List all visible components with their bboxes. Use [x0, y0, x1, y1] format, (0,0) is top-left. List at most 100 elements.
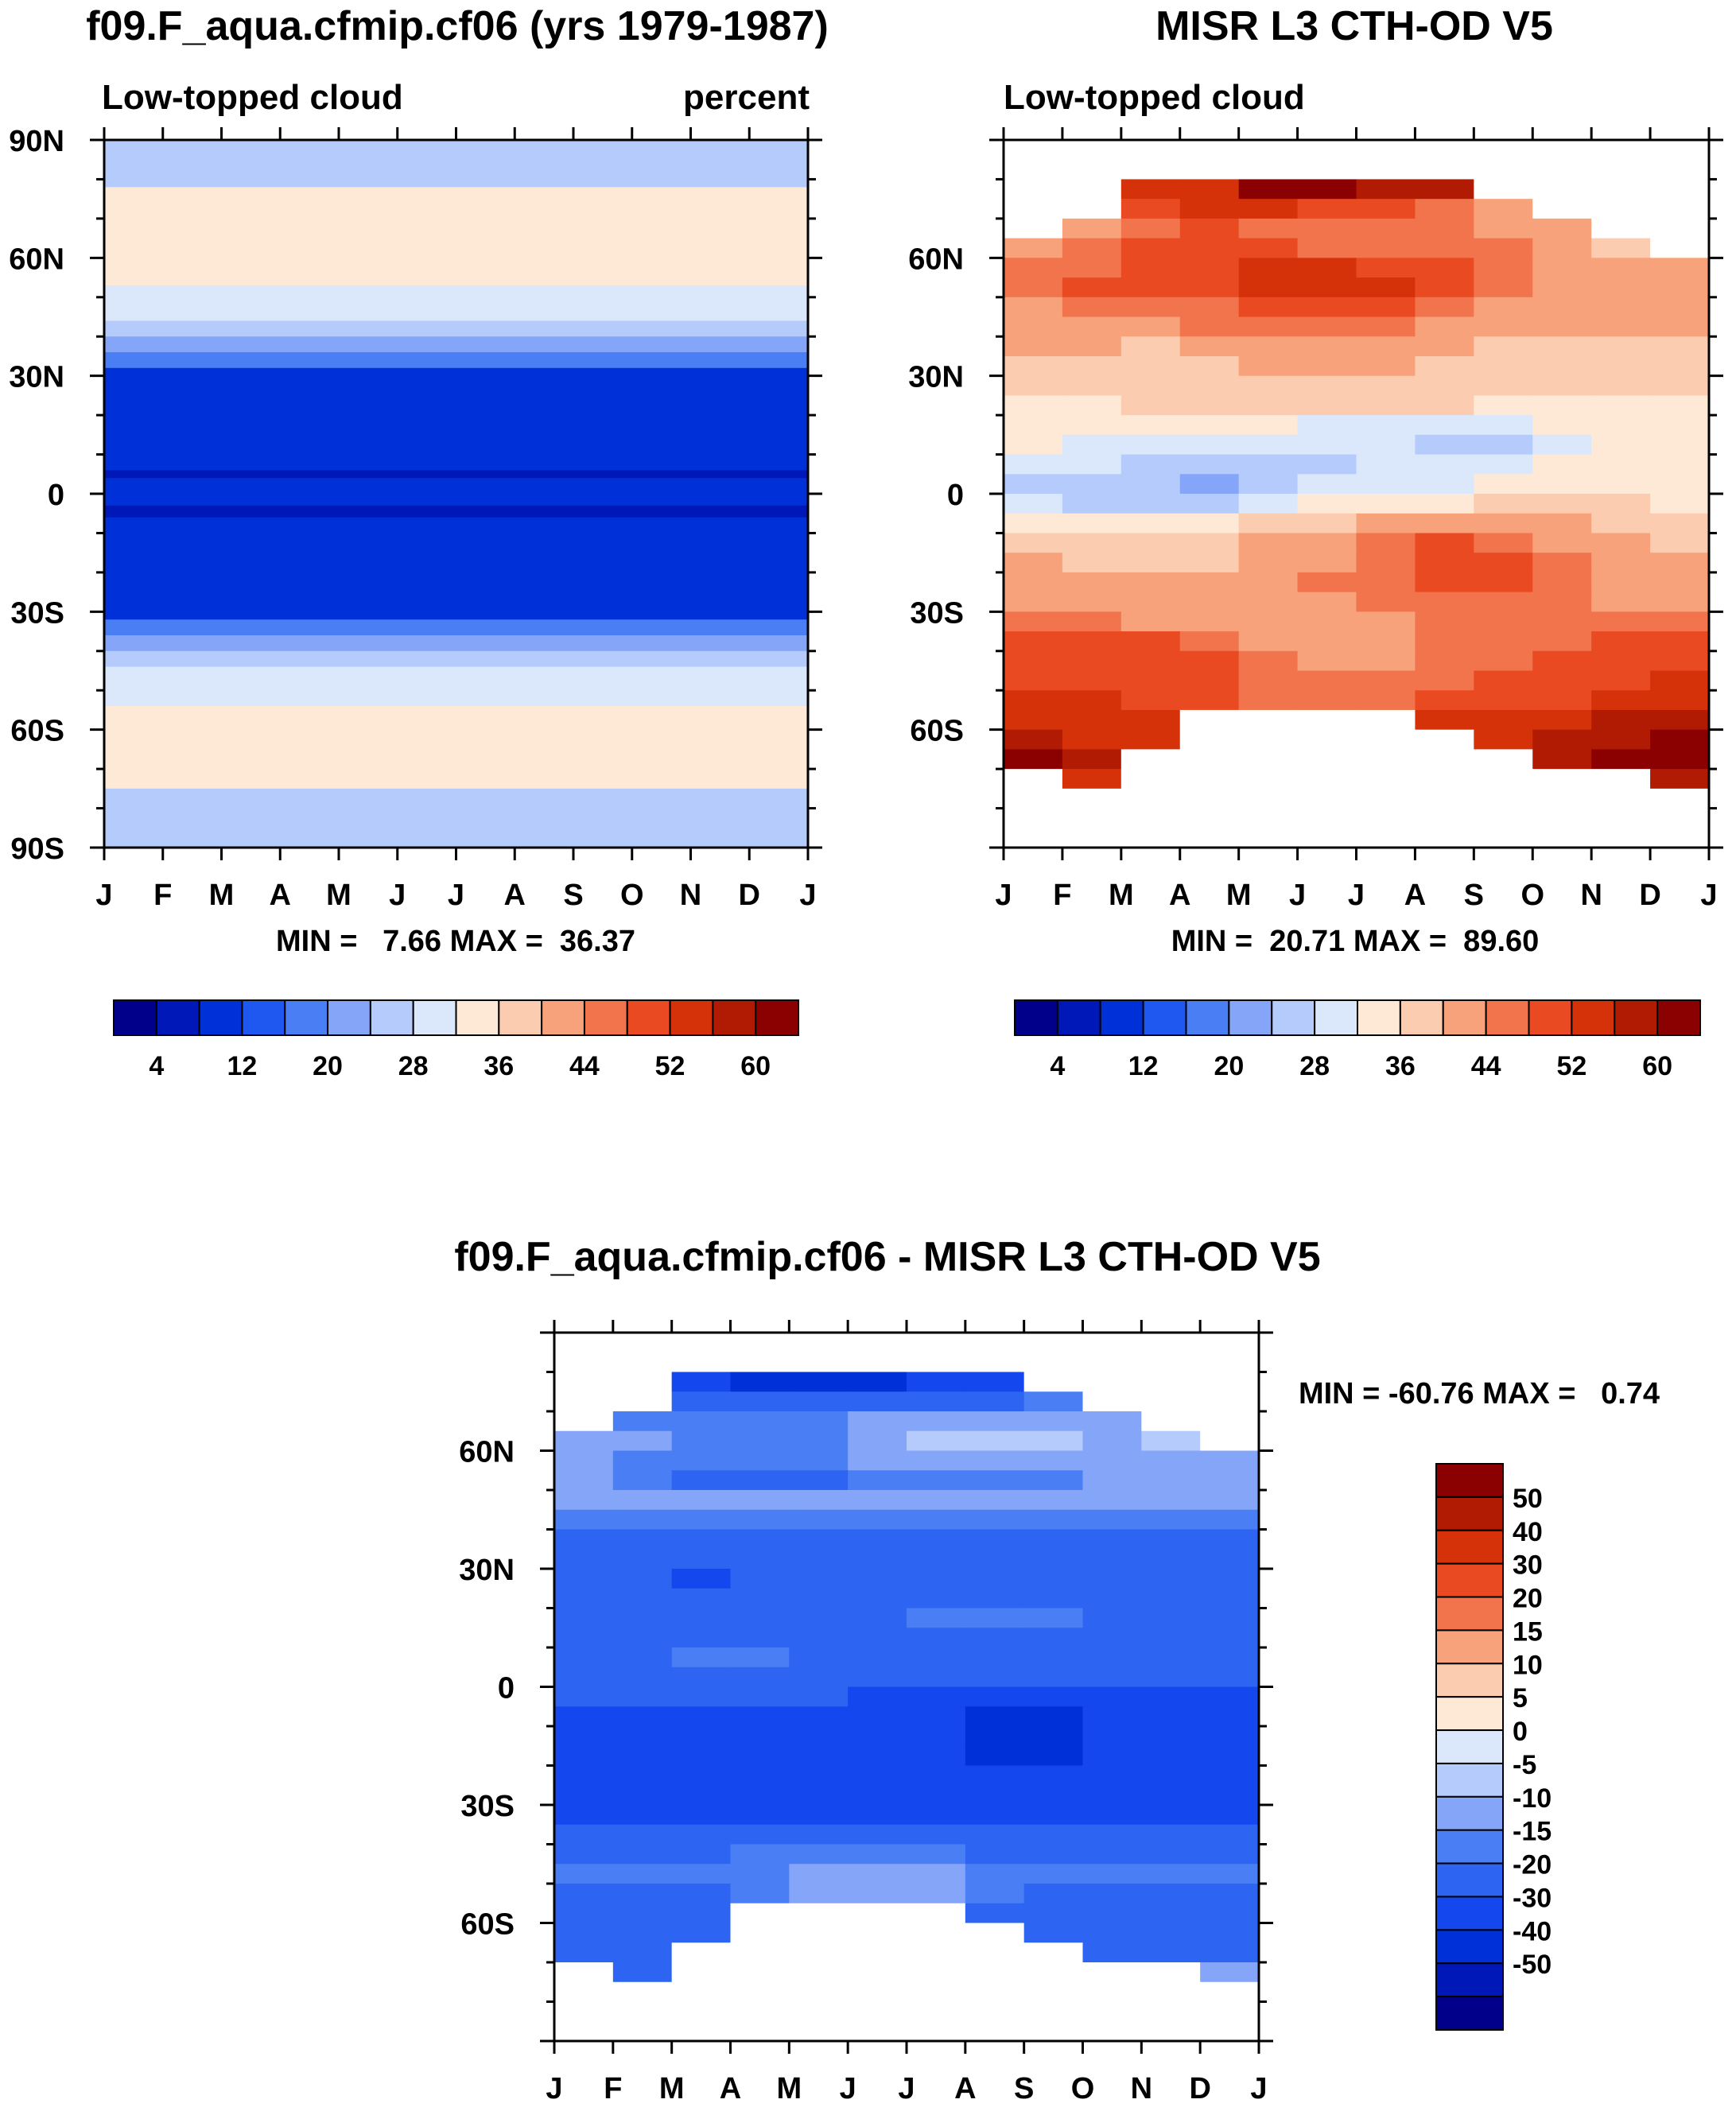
diff-heatmap-cell — [671, 1785, 732, 1806]
diff-heatmap-cell — [1023, 1490, 1084, 1511]
obs-x-tick-label: S — [1464, 879, 1484, 912]
obs-heatmap-cell — [1297, 670, 1357, 691]
diff-heatmap-cell — [848, 1608, 907, 1628]
obs-heatmap-cell — [1004, 355, 1063, 377]
model-colorbar-label: 52 — [655, 1051, 685, 1081]
obs-heatmap-cell — [1179, 769, 1240, 790]
diff-heatmap-cell — [1141, 1903, 1201, 1924]
obs-heatmap-cell — [1532, 690, 1592, 711]
diff-heatmap-cell — [671, 1824, 732, 1845]
obs-heatmap-cell — [1238, 690, 1299, 711]
diff-heatmap-cell — [1200, 1667, 1260, 1688]
obs-heatmap-cell — [1062, 238, 1122, 258]
diff-heatmap-cell — [848, 1509, 907, 1531]
obs-x-tick-label: D — [1639, 879, 1660, 912]
obs-heatmap-cell — [1591, 631, 1651, 652]
diff-heatmap-cell — [554, 1647, 614, 1668]
obs-heatmap-cell — [1650, 474, 1710, 495]
model-heatmap-band — [104, 367, 808, 471]
obs-heatmap-cell — [1356, 709, 1416, 731]
model-x-tick-label: N — [680, 879, 701, 912]
obs-heatmap-cell — [1532, 729, 1592, 750]
diff-heatmap-cell — [1082, 1745, 1142, 1767]
obs-heatmap-cell — [1356, 277, 1416, 298]
obs-heatmap-cell — [1179, 277, 1240, 298]
obs-heatmap-cell — [1474, 395, 1533, 416]
obs-heatmap-cell — [1474, 533, 1533, 553]
diff-heatmap-cell — [1141, 1411, 1201, 1432]
diff-heatmap-cell — [1200, 1765, 1260, 1786]
obs-heatmap-cell — [1591, 572, 1651, 593]
obs-heatmap-cell — [1415, 572, 1474, 593]
diff-heatmap-cell — [965, 1726, 1025, 1747]
model-colorbar-box — [412, 999, 457, 1036]
diff-heatmap-cell — [789, 1667, 849, 1688]
diff-heatmap-cell — [965, 1745, 1025, 1767]
diff-heatmap-cell — [848, 1549, 907, 1570]
diff-heatmap-cell — [1200, 1726, 1260, 1747]
obs-heatmap-cell — [1120, 355, 1181, 377]
obs-heatmap-cell — [1004, 631, 1063, 652]
model-heatmap-band — [104, 336, 808, 353]
diff-heatmap-cell — [965, 1942, 1025, 1963]
diff-heatmap-cell — [612, 1864, 673, 1884]
obs-x-tick-label: M — [1109, 879, 1134, 912]
diff-heatmap-cell — [965, 1903, 1025, 1924]
obs-heatmap-cell — [1591, 238, 1651, 258]
diff-heatmap-cell — [907, 1430, 966, 1452]
diff-colorbar-label: -30 — [1513, 1883, 1552, 1913]
obs-heatmap-cell — [1297, 709, 1357, 731]
obs-heatmap-cell — [1238, 336, 1299, 357]
obs-colorbar-label: 44 — [1471, 1051, 1501, 1081]
diff-heatmap-cell — [789, 1765, 849, 1786]
obs-heatmap-cell — [1238, 494, 1299, 514]
obs-heatmap-cell — [1238, 199, 1299, 219]
obs-heatmap-cell — [1297, 513, 1357, 534]
obs-heatmap-cell — [1415, 316, 1474, 337]
diff-colorbar-box — [1435, 1496, 1504, 1531]
obs-y-tick-label: 60S — [910, 715, 964, 748]
diff-heatmap-cell — [1023, 1549, 1084, 1570]
obs-heatmap-cell — [1179, 611, 1240, 632]
obs-heatmap-cell — [1179, 788, 1240, 809]
diff-heatmap-cell — [671, 1470, 732, 1491]
obs-heatmap-cell — [1532, 670, 1592, 691]
obs-heatmap-cell — [1532, 199, 1592, 219]
diff-heatmap-cell — [848, 1372, 907, 1392]
diff-heatmap-cell — [1023, 1726, 1084, 1747]
model-colorbar-box — [155, 999, 200, 1036]
obs-heatmap-cell — [1004, 454, 1063, 475]
obs-heatmap-cell — [1179, 238, 1240, 258]
diff-heatmap-cell — [907, 1726, 966, 1747]
diff-heatmap-cell — [965, 1844, 1025, 1865]
obs-heatmap-cell — [1532, 336, 1592, 357]
diff-heatmap-cell — [730, 1706, 790, 1727]
model-y-tick-label: 60S — [10, 715, 64, 748]
obs-heatmap-cell — [1356, 788, 1416, 809]
obs-heatmap-cell — [1238, 709, 1299, 731]
obs-heatmap-cell — [1474, 513, 1533, 534]
obs-heatmap-cell — [1062, 690, 1122, 711]
obs-heatmap-cell — [1238, 238, 1299, 258]
model-y-tick-label: 30S — [10, 596, 64, 630]
model-y-tick-label: 30N — [9, 361, 64, 394]
obs-heatmap-cell — [1474, 415, 1533, 436]
model-colorbar-box — [241, 999, 286, 1036]
obs-heatmap-cell — [1474, 355, 1533, 377]
diff-colorbar-box — [1435, 1762, 1504, 1798]
obs-heatmap-cell — [1062, 218, 1122, 239]
diff-heatmap-cell — [554, 1962, 614, 1983]
obs-heatmap-cell — [1120, 297, 1181, 318]
model-colorbar-box — [455, 999, 500, 1036]
model-colorbar-box — [669, 999, 714, 1036]
diff-heatmap-cell — [730, 1864, 790, 1884]
obs-heatmap-cell — [1474, 729, 1533, 750]
obs-heatmap-cell — [1238, 631, 1299, 652]
diff-heatmap-cell — [789, 1824, 849, 1845]
obs-heatmap-cell — [1179, 375, 1240, 396]
diff-heatmap-cell — [1200, 1529, 1260, 1550]
diff-heatmap-cell — [1023, 1844, 1084, 1865]
model-colorbar-box — [755, 999, 799, 1036]
diff-heatmap-cell — [612, 1470, 673, 1491]
